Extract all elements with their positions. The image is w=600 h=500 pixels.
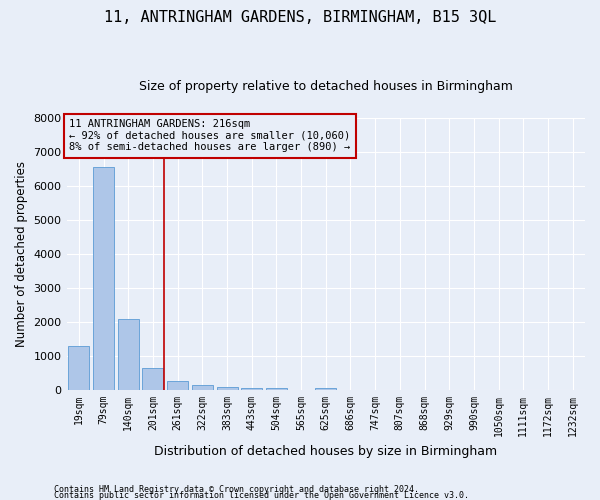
Text: 11, ANTRINGHAM GARDENS, BIRMINGHAM, B15 3QL: 11, ANTRINGHAM GARDENS, BIRMINGHAM, B15 … xyxy=(104,10,496,25)
Bar xyxy=(118,320,139,390)
Bar xyxy=(192,385,213,390)
Bar xyxy=(241,388,262,390)
Bar xyxy=(93,167,114,390)
Bar xyxy=(167,380,188,390)
Text: Contains HM Land Registry data © Crown copyright and database right 2024.: Contains HM Land Registry data © Crown c… xyxy=(54,484,419,494)
Title: Size of property relative to detached houses in Birmingham: Size of property relative to detached ho… xyxy=(139,80,513,93)
Bar xyxy=(315,388,336,390)
X-axis label: Distribution of detached houses by size in Birmingham: Distribution of detached houses by size … xyxy=(154,444,497,458)
Y-axis label: Number of detached properties: Number of detached properties xyxy=(15,161,28,347)
Bar xyxy=(266,388,287,390)
Bar xyxy=(217,387,238,390)
Text: Contains public sector information licensed under the Open Government Licence v3: Contains public sector information licen… xyxy=(54,490,469,500)
Text: 11 ANTRINGHAM GARDENS: 216sqm
← 92% of detached houses are smaller (10,060)
8% o: 11 ANTRINGHAM GARDENS: 216sqm ← 92% of d… xyxy=(69,119,350,152)
Bar xyxy=(68,346,89,390)
Bar xyxy=(142,368,163,390)
